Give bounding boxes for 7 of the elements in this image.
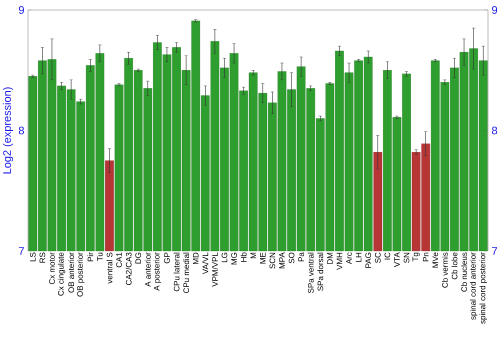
y-tick-label: 8 — [18, 126, 24, 134]
y-tick-label: 7 — [18, 247, 24, 255]
y-axis-title: Log2 (expression) — [2, 87, 14, 174]
y2-tick-label: 8 — [492, 126, 498, 134]
y2-tick-label: 9 — [492, 6, 498, 14]
y-tick-label: 9 — [18, 6, 24, 14]
y2-tick-label: 7 — [492, 247, 498, 255]
